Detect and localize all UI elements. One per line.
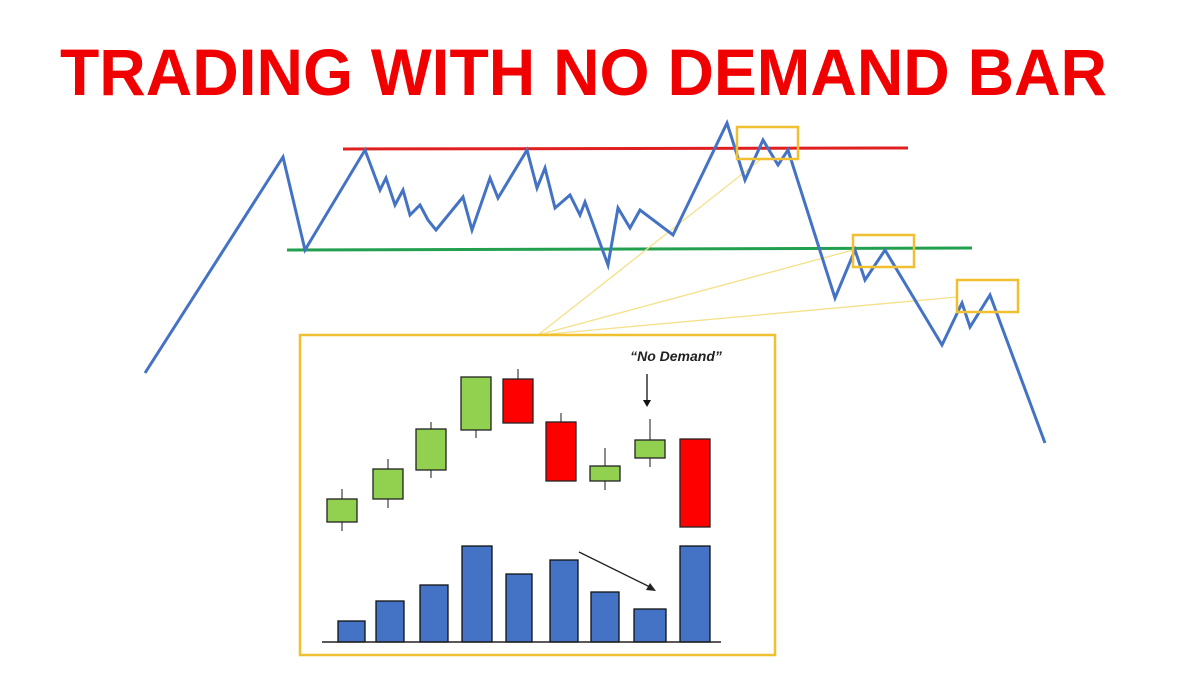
bearish-candle — [545, 421, 577, 482]
no-demand-arrowhead — [643, 400, 651, 407]
volume-bar — [590, 591, 620, 643]
volume-bar — [633, 608, 667, 643]
bullish-candle — [326, 498, 358, 523]
declining-volume-arrow — [578, 551, 653, 589]
price-line — [143, 118, 1047, 444]
connector-line — [537, 159, 761, 336]
volume-bar — [549, 559, 579, 643]
inset-panel: “No Demand” — [298, 333, 777, 657]
bullish-candle — [634, 439, 666, 459]
volume-bar — [419, 584, 449, 643]
page-title: TRADING WITH NO DEMAND BAR — [60, 35, 1107, 109]
bearish-candle — [502, 378, 534, 424]
volume-bar — [337, 620, 366, 643]
volume-bar — [505, 573, 533, 643]
bearish-candle — [679, 438, 711, 528]
highlight-box — [735, 125, 800, 161]
connector-line — [537, 249, 854, 336]
bullish-candle — [372, 468, 404, 500]
volume-bar — [375, 600, 405, 643]
bullish-candle — [589, 465, 621, 482]
declining-volume-arrowhead — [646, 583, 656, 591]
support-line — [286, 246, 973, 252]
bullish-candle — [415, 428, 447, 471]
no-demand-label: “No Demand” — [630, 348, 722, 364]
highlight-box — [955, 278, 1020, 314]
connector-line — [537, 296, 958, 336]
resistance-line — [342, 146, 909, 151]
highlight-box — [851, 233, 916, 269]
volume-bar — [679, 545, 711, 643]
volume-bar — [461, 545, 493, 643]
bullish-candle — [460, 376, 492, 431]
price-chart — [143, 118, 1047, 444]
